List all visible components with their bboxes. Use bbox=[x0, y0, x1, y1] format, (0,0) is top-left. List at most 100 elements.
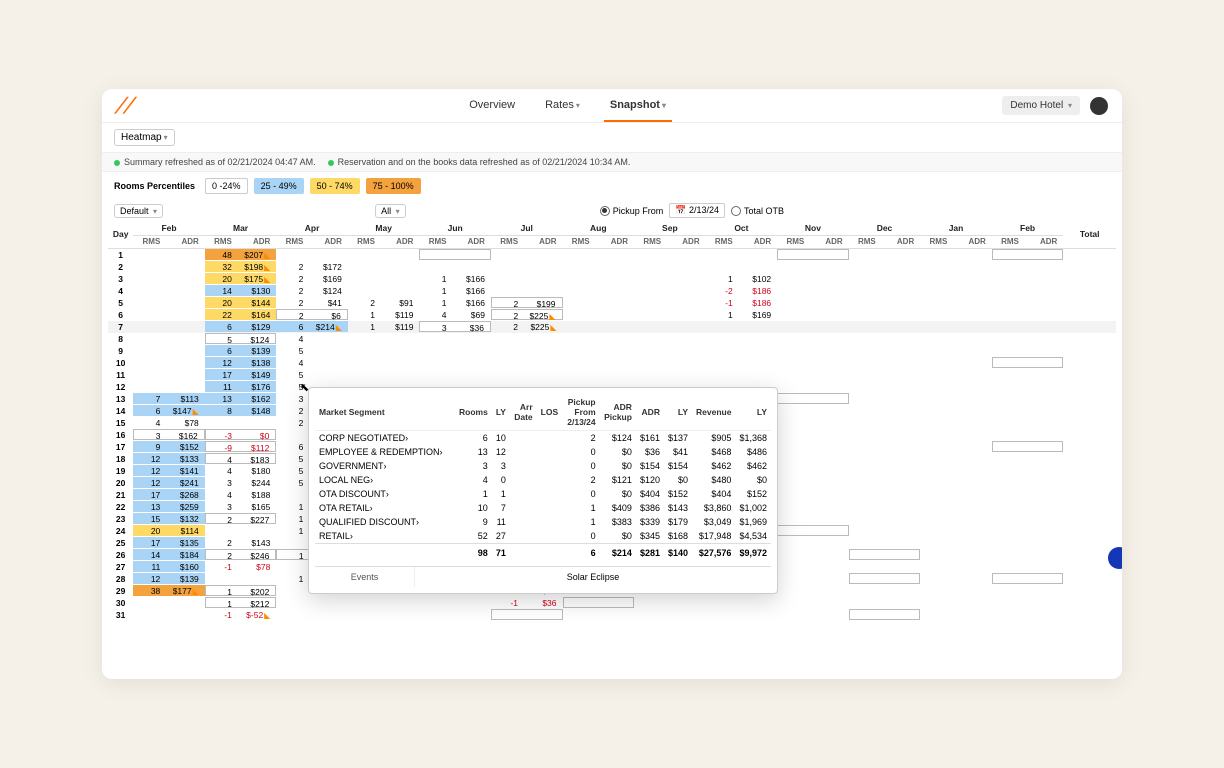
tt-row[interactable]: OTA DISCOUNT›110$0$404$152$404$152 bbox=[315, 487, 771, 501]
heatmap-cell[interactable]: 4$183 bbox=[205, 453, 277, 465]
heatmap-cell[interactable]: 11$176 bbox=[205, 381, 277, 393]
heatmap-cell[interactable]: 2$246 bbox=[205, 549, 277, 561]
heatmap-cell[interactable]: 1$169 bbox=[706, 309, 778, 321]
heatmap-cell[interactable]: 2$227 bbox=[205, 513, 277, 525]
nav-overview[interactable]: Overview bbox=[463, 90, 521, 122]
heatmap-cell[interactable]: 4$69 bbox=[419, 309, 491, 321]
heatmap-cell[interactable]: 2$225◣ bbox=[491, 321, 563, 333]
tt-row[interactable]: QUALIFIED DISCOUNT›9111$383$339$179$3,04… bbox=[315, 515, 771, 529]
heatmap-cell[interactable]: 1$102 bbox=[706, 273, 778, 285]
heatmap-cell[interactable]: 20$175◣ bbox=[205, 273, 277, 285]
heatmap-cell[interactable]: 17$149 bbox=[205, 369, 277, 381]
heatmap-cell[interactable]: -3$0 bbox=[205, 429, 277, 441]
heatmap-cell[interactable]: 8$148 bbox=[205, 405, 277, 417]
pickup-from-radio[interactable]: Pickup From bbox=[600, 206, 664, 216]
heatmap-cell[interactable]: 12$138 bbox=[205, 357, 277, 369]
heatmap-cell[interactable]: -1$36 bbox=[491, 597, 563, 609]
tt-row[interactable]: RETAIL›52270$0$345$168$17,948$4,534 bbox=[315, 529, 771, 544]
heatmap-cell[interactable]: 1$202 bbox=[205, 585, 277, 597]
rate-plan-select[interactable]: Default ▾ bbox=[114, 204, 163, 218]
heatmap-cell[interactable]: 4 bbox=[276, 357, 348, 369]
heatmap-cell[interactable] bbox=[849, 549, 921, 561]
view-selector[interactable]: Heatmap ▾ bbox=[114, 129, 175, 146]
heatmap-cell[interactable] bbox=[992, 573, 1064, 585]
heatmap-cell[interactable]: 4$188 bbox=[205, 489, 277, 501]
heatmap-cell[interactable]: 1$166 bbox=[419, 297, 491, 309]
heatmap-cell[interactable]: 11$160 bbox=[133, 561, 205, 573]
heatmap-cell[interactable] bbox=[992, 248, 1064, 261]
heatmap-cell[interactable] bbox=[419, 248, 491, 261]
heatmap-cell[interactable] bbox=[777, 248, 849, 261]
heatmap-cell[interactable]: 13$162 bbox=[205, 393, 277, 405]
account-selector[interactable]: Demo Hotel ▾ bbox=[1002, 96, 1080, 115]
heatmap-cell[interactable]: -1$186 bbox=[706, 297, 778, 309]
heatmap-cell[interactable]: -1$-52◣ bbox=[205, 609, 277, 621]
heatmap-cell[interactable]: 2$124 bbox=[276, 285, 348, 297]
heatmap-cell[interactable] bbox=[849, 573, 921, 585]
heatmap-cell[interactable]: 15$132 bbox=[133, 513, 205, 525]
heatmap-cell[interactable]: 2$225◣ bbox=[491, 309, 563, 321]
heatmap-cell[interactable]: 2$91 bbox=[348, 297, 420, 309]
tt-row[interactable]: EMPLOYEE & REDEMPTION›13120$0$36$41$468$… bbox=[315, 445, 771, 459]
nav-snapshot[interactable]: Snapshot▾ bbox=[604, 90, 672, 122]
heatmap-cell[interactable]: 20$114 bbox=[133, 525, 205, 537]
heatmap-cell[interactable]: 20$144 bbox=[205, 297, 277, 309]
heatmap-cell[interactable]: 17$268 bbox=[133, 489, 205, 501]
heatmap-cell[interactable]: 2$41 bbox=[276, 297, 348, 309]
heatmap-cell[interactable]: 12$241 bbox=[133, 477, 205, 489]
heatmap-cell[interactable]: 14$130 bbox=[205, 285, 277, 297]
heatmap-cell[interactable]: 2$199 bbox=[491, 297, 563, 309]
heatmap-cell[interactable]: 2$169 bbox=[276, 273, 348, 285]
heatmap-cell[interactable]: 32$198◣ bbox=[205, 261, 277, 273]
heatmap-cell[interactable]: 5$124 bbox=[205, 333, 277, 345]
tt-row[interactable]: OTA RETAIL›1071$409$386$143$3,860$1,002 bbox=[315, 501, 771, 515]
heatmap-cell[interactable] bbox=[992, 441, 1064, 453]
heatmap-cell[interactable]: 3$162 bbox=[133, 429, 205, 441]
heatmap-cell[interactable]: 4$180 bbox=[205, 465, 277, 477]
heatmap-cell[interactable]: 1$166 bbox=[419, 285, 491, 297]
tt-row[interactable]: CORP NEGOTIATED›6102$124$161$137$905$1,3… bbox=[315, 431, 771, 446]
heatmap-cell[interactable]: 38$177◣ bbox=[133, 585, 205, 597]
avatar[interactable] bbox=[1090, 97, 1108, 115]
heatmap-cell[interactable]: 9$152 bbox=[133, 441, 205, 453]
heatmap-cell[interactable]: 2$143 bbox=[205, 537, 277, 549]
heatmap-cell[interactable]: 6$129 bbox=[205, 321, 277, 333]
heatmap-cell[interactable]: 6$147◣ bbox=[133, 405, 205, 417]
heatmap-cell[interactable]: 2$6 bbox=[276, 309, 348, 321]
heatmap-cell[interactable]: 4$78 bbox=[133, 417, 205, 429]
heatmap-cell[interactable]: 22$164 bbox=[205, 309, 277, 321]
date-picker[interactable]: 📅 2/13/24 bbox=[669, 203, 725, 218]
heatmap-cell[interactable]: 6$139 bbox=[205, 345, 277, 357]
heatmap-cell[interactable]: 6$214◣ bbox=[276, 321, 348, 333]
heatmap-cell[interactable] bbox=[777, 393, 849, 405]
heatmap-cell[interactable] bbox=[491, 609, 563, 621]
heatmap-cell[interactable]: 3$165 bbox=[205, 501, 277, 513]
tt-row[interactable]: LOCAL NEG›402$121$120$0$480$0 bbox=[315, 473, 771, 487]
heatmap-cell[interactable]: 1$212 bbox=[205, 597, 277, 609]
heatmap-cell[interactable] bbox=[849, 609, 921, 621]
heatmap-cell[interactable]: 5 bbox=[276, 369, 348, 381]
heatmap-cell[interactable]: -1$78 bbox=[205, 561, 277, 573]
heatmap-cell[interactable]: 3$36 bbox=[419, 321, 491, 333]
tt-row[interactable]: GOVERNMENT›330$0$154$154$462$462 bbox=[315, 459, 771, 473]
heatmap-cell[interactable]: -9$112 bbox=[205, 441, 277, 453]
heatmap-cell[interactable]: 1$119 bbox=[348, 321, 420, 333]
total-otb-radio[interactable]: Total OTB bbox=[731, 206, 784, 216]
heatmap-cell[interactable]: 7$113 bbox=[133, 393, 205, 405]
heatmap-cell[interactable]: 12$133 bbox=[133, 453, 205, 465]
heatmap-cell[interactable]: 17$135 bbox=[133, 537, 205, 549]
heatmap-cell[interactable]: 3$244 bbox=[205, 477, 277, 489]
segment-select[interactable]: All ▾ bbox=[375, 204, 406, 218]
heatmap-cell[interactable]: 1$166 bbox=[419, 273, 491, 285]
nav-rates[interactable]: Rates▾ bbox=[539, 90, 586, 122]
heatmap-cell[interactable]: 48$207◣ bbox=[205, 248, 277, 261]
heatmap-cell[interactable]: 14$184 bbox=[133, 549, 205, 561]
heatmap-cell[interactable] bbox=[777, 525, 849, 537]
heatmap-cell[interactable]: 4 bbox=[276, 333, 348, 345]
heatmap-cell[interactable] bbox=[992, 357, 1064, 369]
heatmap-cell[interactable] bbox=[563, 597, 635, 609]
heatmap-cell[interactable]: 12$139 bbox=[133, 573, 205, 585]
heatmap-cell[interactable]: 2$172 bbox=[276, 261, 348, 273]
heatmap-cell[interactable]: 5 bbox=[276, 345, 348, 357]
heatmap-cell[interactable]: -2$186 bbox=[706, 285, 778, 297]
